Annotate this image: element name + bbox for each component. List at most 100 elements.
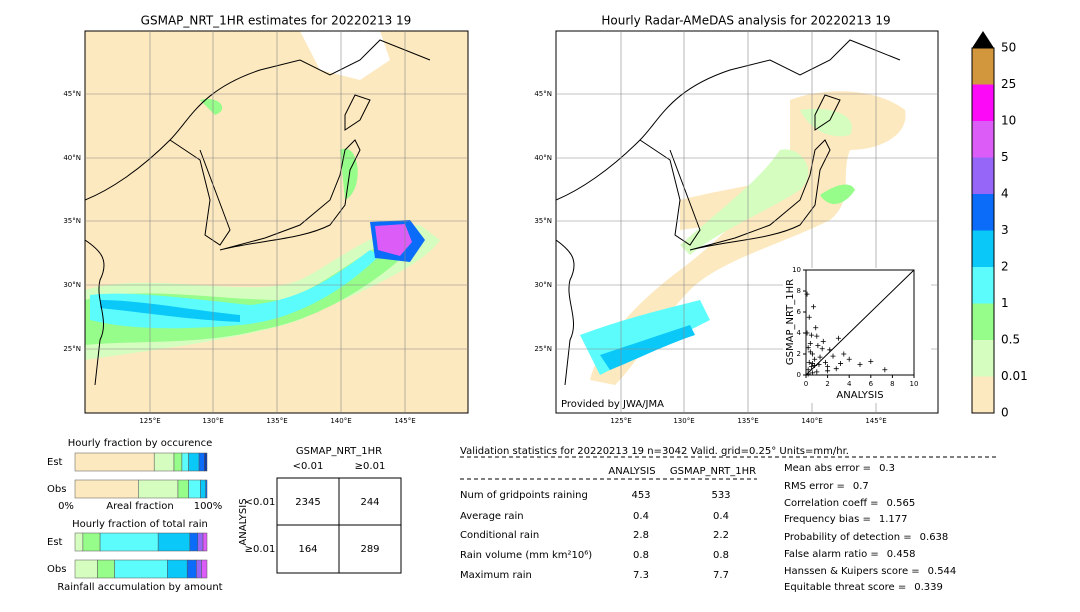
bar-segment: [188, 479, 201, 499]
cell: 0.8: [633, 550, 649, 561]
map-left: [85, 31, 468, 413]
x-tick-label: 2: [825, 380, 829, 388]
point: [833, 366, 839, 372]
axis-label: ANALYSIS: [238, 498, 249, 545]
row-label: Conditional rain: [460, 530, 539, 541]
y-tick-label: 0: [797, 371, 801, 379]
cell: 289: [360, 544, 379, 555]
lat-label: 30°N: [63, 281, 81, 289]
point: [804, 330, 810, 336]
bar-segment: [196, 559, 202, 579]
cell: 0.8: [713, 550, 729, 561]
point: [809, 360, 815, 366]
point: [868, 358, 874, 364]
lat-label: 25°N: [534, 345, 552, 353]
col-header: ANALYSIS: [608, 466, 655, 477]
lat-label: 30°N: [534, 281, 552, 289]
bar-segment: [188, 452, 200, 472]
point: [830, 353, 836, 359]
bar-segment: [114, 559, 168, 579]
x-axis-label: Rainfall accumulation by amount: [57, 582, 222, 593]
bar-segment: [99, 532, 159, 552]
score-label: Mean abs error =: [784, 463, 871, 474]
point: [807, 341, 813, 346]
lat-label: 40°N: [63, 154, 81, 162]
score-label: False alarm ratio =: [784, 549, 879, 560]
score-label: RMS error =: [784, 481, 845, 492]
map-right: [556, 31, 938, 413]
row-label: Est: [47, 457, 63, 468]
bar-segment: [167, 559, 188, 579]
map-title: Hourly Radar-AMeDAS analysis for 2022021…: [601, 14, 890, 28]
point: [805, 345, 811, 351]
score-value: 0.638: [920, 532, 949, 543]
colorbar-label: 50: [1001, 41, 1016, 55]
point: [819, 346, 825, 352]
bar-segment: [74, 532, 84, 552]
bar-title: Hourly fraction of total rain: [72, 519, 208, 530]
bar-segment: [153, 452, 175, 472]
col-header: GSMAP_NRT_1HR: [670, 466, 756, 477]
lat-label: 45°N: [63, 90, 81, 98]
bar-segment: [189, 532, 199, 552]
lon-label: 135°E: [737, 417, 758, 425]
colorbar-segment: [972, 121, 994, 158]
point: [808, 332, 814, 338]
x-axis-label: ANALYSIS: [836, 390, 883, 401]
colorbar-segment: [972, 157, 994, 194]
row-label: Rain volume (mm km²10⁶): [460, 550, 592, 561]
cell: 533: [711, 490, 730, 501]
y-tick-label: 2: [797, 350, 801, 358]
score-value: 0.339: [914, 582, 943, 593]
lon-label: 125°E: [610, 417, 631, 425]
col-label: ≥0.01: [355, 461, 386, 472]
colorbar-segment: [972, 376, 994, 413]
colorbar-label: 4: [1001, 187, 1009, 201]
x-tick-label: 8: [890, 380, 894, 388]
colorbar-segment: [972, 303, 994, 340]
colorbar-label: 0.5: [1001, 333, 1020, 347]
point: [841, 351, 847, 357]
bar-segment: [74, 452, 155, 472]
point: [812, 356, 818, 362]
point: [809, 351, 815, 357]
x-tick-label: 100%: [194, 501, 223, 512]
point: [814, 369, 820, 375]
lon-label: 135°E: [266, 417, 287, 425]
score-value: 0.565: [887, 498, 916, 509]
bar-segment: [186, 559, 197, 579]
point: [806, 359, 812, 365]
score-label: Probability of detection =: [784, 532, 912, 543]
score-value: 0.458: [887, 549, 916, 560]
lat-label: 35°N: [534, 217, 552, 225]
colorbar-segment: [972, 230, 994, 267]
cell: 2345: [295, 497, 320, 508]
colorbar-label: 1: [1001, 296, 1009, 310]
point: [805, 367, 811, 373]
credit: Provided by JWA/JMA: [561, 399, 664, 410]
point: [815, 343, 821, 349]
bar-segment: [198, 452, 205, 472]
bar-segment: [74, 479, 139, 499]
colorbar-label: 0: [1001, 406, 1009, 420]
cell: 2.8: [633, 530, 649, 541]
y-tick-label: 6: [797, 308, 802, 316]
point: [812, 363, 818, 369]
colorbar-label: 25: [1001, 77, 1016, 91]
colorbar-extend: [972, 31, 994, 48]
cell: 453: [631, 490, 650, 501]
bar-segment: [74, 559, 98, 579]
point: [835, 335, 841, 341]
bar-segment: [181, 452, 189, 472]
table-title: GSMAP_NRT_1HR: [296, 446, 382, 457]
x-tick-label: 4: [847, 380, 852, 388]
x-tick-label: 0%: [58, 501, 74, 512]
point: [817, 354, 823, 360]
lon-label: 145°E: [394, 417, 415, 425]
point: [805, 371, 811, 377]
point: [846, 356, 852, 362]
point: [813, 325, 819, 331]
colorbar-label: 5: [1001, 150, 1009, 164]
diagonal: [805, 269, 915, 376]
row-label: Est: [47, 537, 63, 548]
